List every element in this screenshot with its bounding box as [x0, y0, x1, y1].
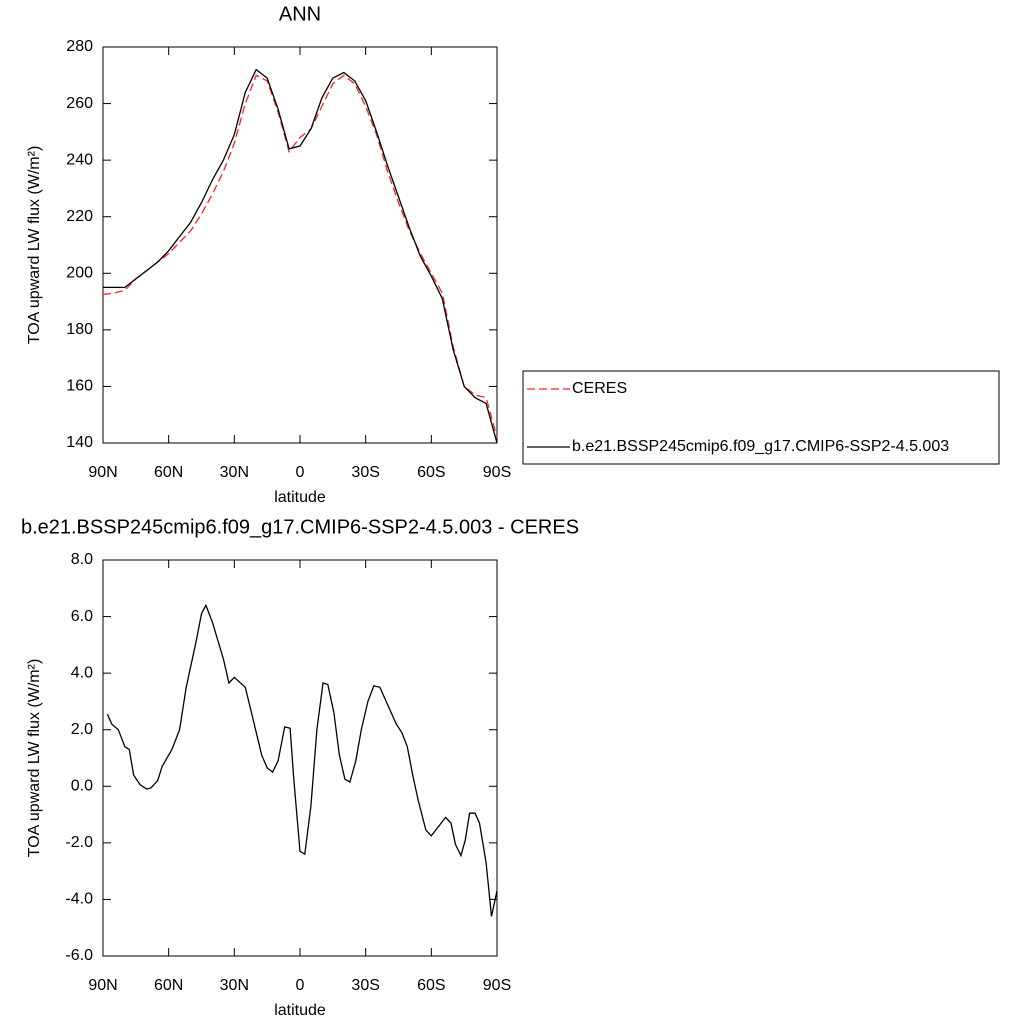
- plot-frame: [102, 559, 498, 957]
- y-tick-label: 2.0: [71, 721, 93, 738]
- x-tick-label: 60N: [154, 977, 183, 994]
- y-tick-label: -2.0: [65, 834, 93, 851]
- y-tick-label: 0.0: [71, 778, 93, 795]
- legend: CERES b.e21.BSSP245cmip6.f09_g17.CMIP6-SS…: [522, 370, 1000, 465]
- x-tick-label: 30S: [351, 977, 379, 994]
- y-tick-label: 240: [66, 151, 93, 168]
- legend-label: CERES: [572, 380, 627, 397]
- x-tick-label: 0: [296, 464, 305, 481]
- y-tick-label: 220: [66, 208, 93, 225]
- data-line: [106, 603, 498, 917]
- x-tick-label: 60S: [417, 977, 445, 994]
- y-tick-label: -4.0: [65, 891, 93, 908]
- y-tick-label: 8.0: [71, 551, 93, 568]
- y-tick-label: 6.0: [71, 608, 93, 625]
- x-tick-label: 0: [296, 977, 305, 994]
- y-tick-label: 200: [66, 265, 93, 282]
- x-axis-label: latitude: [274, 489, 326, 506]
- chart-title: ANN: [279, 3, 321, 25]
- x-tick-label: 90S: [483, 464, 511, 481]
- data-line: [103, 68, 498, 444]
- y-tick-label: 260: [66, 95, 93, 112]
- x-tick-label: 90N: [88, 464, 117, 481]
- y-axis-label: TOA upward LW flux (W/m²): [26, 146, 43, 345]
- y-axis-label: TOA upward LW flux (W/m²): [26, 659, 43, 858]
- y-tick-label: 4.0: [71, 664, 93, 681]
- y-tick-label: -6.0: [65, 947, 93, 964]
- x-tick-label: 30N: [220, 977, 249, 994]
- legend-box: [522, 370, 1000, 465]
- x-tick-label: 60N: [154, 464, 183, 481]
- y-tick-label: 280: [66, 38, 93, 55]
- data-line: [102, 74, 498, 438]
- x-tick-label: 30N: [220, 464, 249, 481]
- x-tick-label: 60S: [417, 464, 445, 481]
- y-tick-label: 140: [66, 434, 93, 451]
- y-tick-label: 180: [66, 321, 93, 338]
- plot-frame: [102, 46, 498, 444]
- x-axis-label: latitude: [274, 1002, 326, 1019]
- x-tick-label: 30S: [351, 464, 379, 481]
- chart-title: b.e21.BSSP245cmip6.f09_g17.CMIP6-SSP2-4.…: [21, 516, 579, 538]
- y-tick-label: 160: [66, 378, 93, 395]
- x-tick-label: 90S: [483, 977, 511, 994]
- legend-label: b.e21.BSSP245cmip6.f09_g17.CMIP6-SSP2-4.…: [572, 438, 949, 455]
- x-tick-label: 90N: [88, 977, 117, 994]
